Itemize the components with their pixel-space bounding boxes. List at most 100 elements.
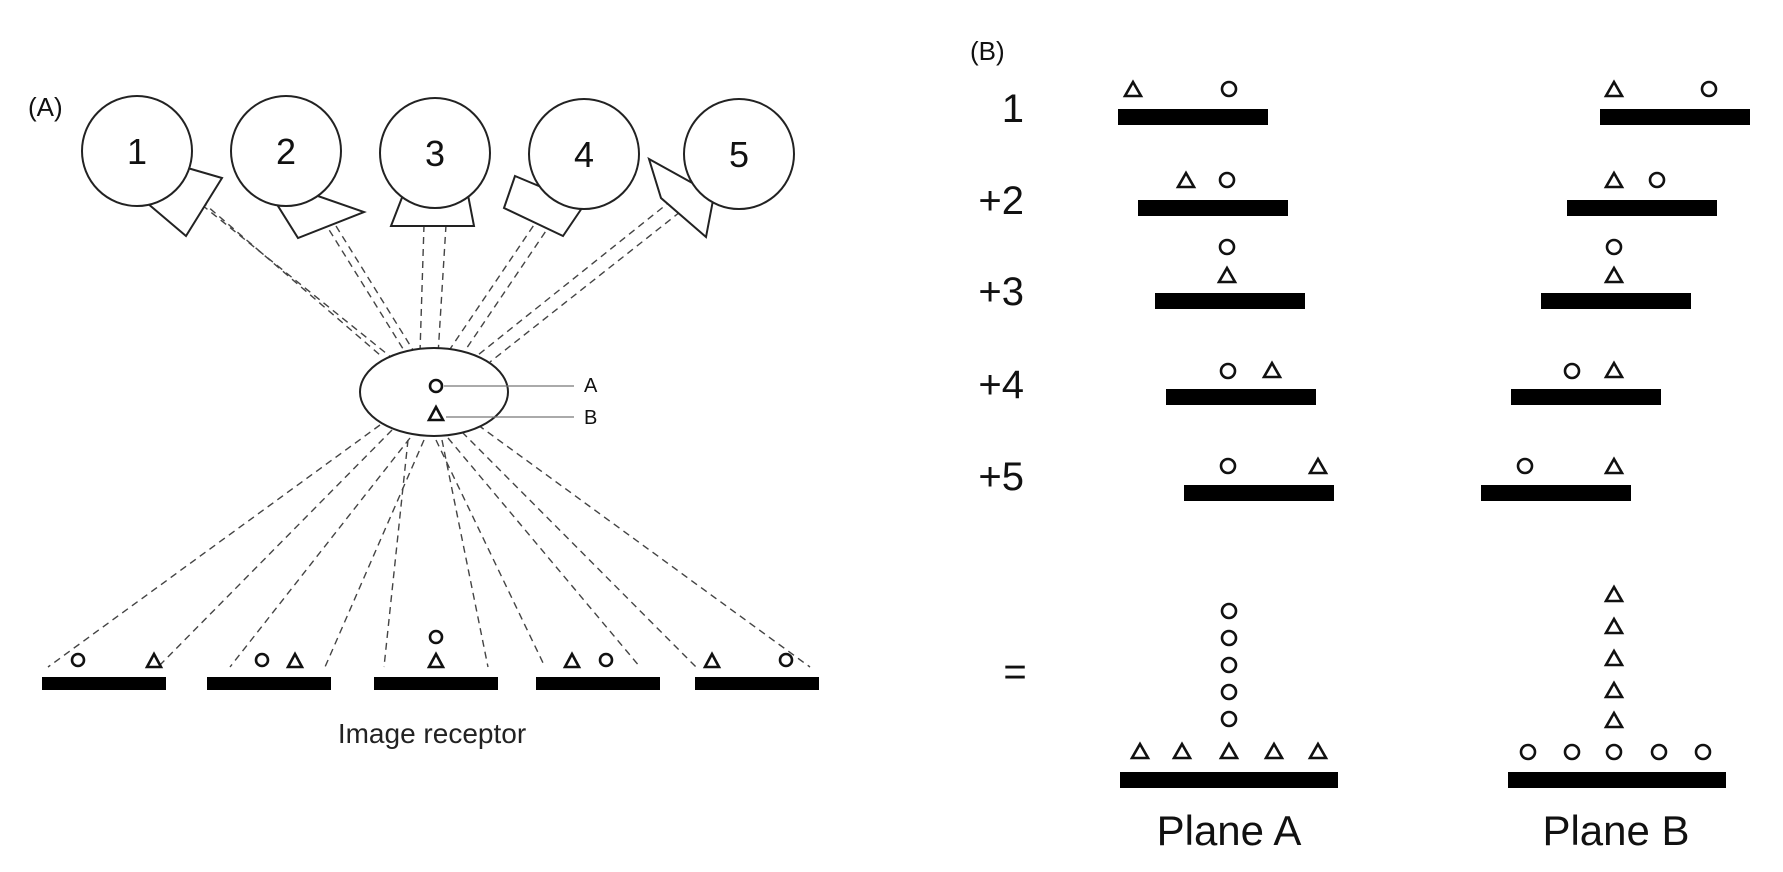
receptor-bar <box>1600 109 1750 125</box>
receptor-bar <box>1541 293 1691 309</box>
plane-a-row-4 <box>1166 360 1316 405</box>
receptor-1 <box>42 651 166 690</box>
triangle-marker <box>1129 741 1151 760</box>
plane-b-row-3 <box>1541 238 1691 309</box>
plane-b-label: Plane B <box>1542 807 1689 854</box>
tube-circle <box>683 98 795 210</box>
panel-a-label: (A) <box>28 92 63 122</box>
receptor-5 <box>695 651 819 690</box>
triangle-marker <box>1603 360 1625 379</box>
receptor-bar <box>374 677 498 690</box>
panel-a: (A) <box>28 92 819 749</box>
ray <box>437 224 447 356</box>
receptor-bar <box>695 677 819 690</box>
circle-marker <box>1220 683 1238 701</box>
triangle-marker <box>1122 79 1144 98</box>
ray <box>324 439 425 668</box>
tube-number: 4 <box>574 134 594 175</box>
triangle-marker <box>1175 170 1197 189</box>
receptor-bar <box>1120 772 1338 788</box>
row-label: +4 <box>978 363 1024 407</box>
receptor-bar <box>1118 109 1268 125</box>
triangle-marker <box>1603 265 1625 284</box>
ray <box>229 437 411 668</box>
tube-circle <box>230 95 342 207</box>
ray <box>47 424 381 668</box>
triangle-marker <box>1603 680 1625 699</box>
ray <box>447 437 641 668</box>
equals-sign: = <box>1003 650 1026 694</box>
plane-b-row-1 <box>1600 79 1750 125</box>
ray <box>157 429 393 668</box>
ray <box>489 211 681 363</box>
circle-marker <box>1220 656 1238 674</box>
triangle-marker <box>702 651 722 669</box>
circle-marker <box>1220 80 1238 98</box>
plane-a-sum <box>1120 602 1338 788</box>
ray <box>447 215 541 353</box>
plane-b-row-2 <box>1567 170 1717 216</box>
circle-marker <box>1694 743 1712 761</box>
ray <box>191 192 381 356</box>
tube-number: 1 <box>127 131 147 172</box>
circle-marker <box>1700 80 1718 98</box>
x-ray-tube-5: 5 <box>683 98 795 210</box>
tube-circle <box>528 98 640 210</box>
ray <box>435 439 546 668</box>
triangle-marker <box>144 651 164 669</box>
circle-marker <box>428 629 444 645</box>
receptor-bar <box>1184 485 1334 501</box>
receptor-bar <box>536 677 660 690</box>
circle-marker <box>1220 602 1238 620</box>
tube-collimators <box>138 156 716 240</box>
x-ray-tube-2: 2 <box>230 95 342 207</box>
circle-marker <box>1218 171 1236 189</box>
circle-marker <box>254 652 270 668</box>
plane-b-sum <box>1508 584 1726 788</box>
receptor-bar <box>1567 200 1717 216</box>
tube-number: 5 <box>729 134 749 175</box>
circle-marker <box>1220 629 1238 647</box>
rays-lower <box>47 424 811 668</box>
receptor-bar <box>1155 293 1305 309</box>
x-ray-tube-1: 1 <box>81 95 193 207</box>
panel-b-label: (B) <box>970 36 1005 66</box>
receptor-bar <box>42 677 166 690</box>
triangle-marker <box>285 651 305 669</box>
panel-b: (B) 1 +2 +3 +4 +5 = <box>970 36 1750 854</box>
plane-b-row-4 <box>1511 360 1661 405</box>
triangle-marker <box>1603 456 1625 475</box>
ray <box>441 439 489 668</box>
circle-marker <box>1519 743 1537 761</box>
circle-marker <box>428 378 444 394</box>
receptor-bar <box>1138 200 1288 216</box>
rays-upper <box>191 192 681 363</box>
receptor-bar <box>1508 772 1726 788</box>
ray <box>477 199 673 356</box>
tube-circle <box>379 97 491 209</box>
x-ray-tube-4: 4 <box>528 98 640 210</box>
receptor-4 <box>536 651 660 690</box>
ray <box>459 221 553 359</box>
circle-marker <box>1516 457 1534 475</box>
tube-circle <box>81 95 193 207</box>
circle-marker <box>778 652 794 668</box>
plane-b-column: Plane B <box>1481 79 1750 854</box>
circle-marker <box>1220 710 1238 728</box>
triangle-marker <box>1218 741 1240 760</box>
triangle-marker <box>1603 170 1625 189</box>
triangle-marker <box>426 651 446 669</box>
circle-marker <box>1218 238 1236 256</box>
triangle-marker <box>1603 79 1625 98</box>
circle-marker <box>1605 743 1623 761</box>
receptor-bar <box>1481 485 1631 501</box>
image-receptors <box>42 629 819 690</box>
triangle-marker <box>1307 741 1329 760</box>
triangle-marker <box>1216 265 1238 284</box>
triangle-marker <box>1603 710 1625 729</box>
triangle-marker <box>562 651 582 669</box>
triangle-marker <box>1171 741 1193 760</box>
ray <box>201 204 393 359</box>
triangle-marker <box>426 404 446 422</box>
